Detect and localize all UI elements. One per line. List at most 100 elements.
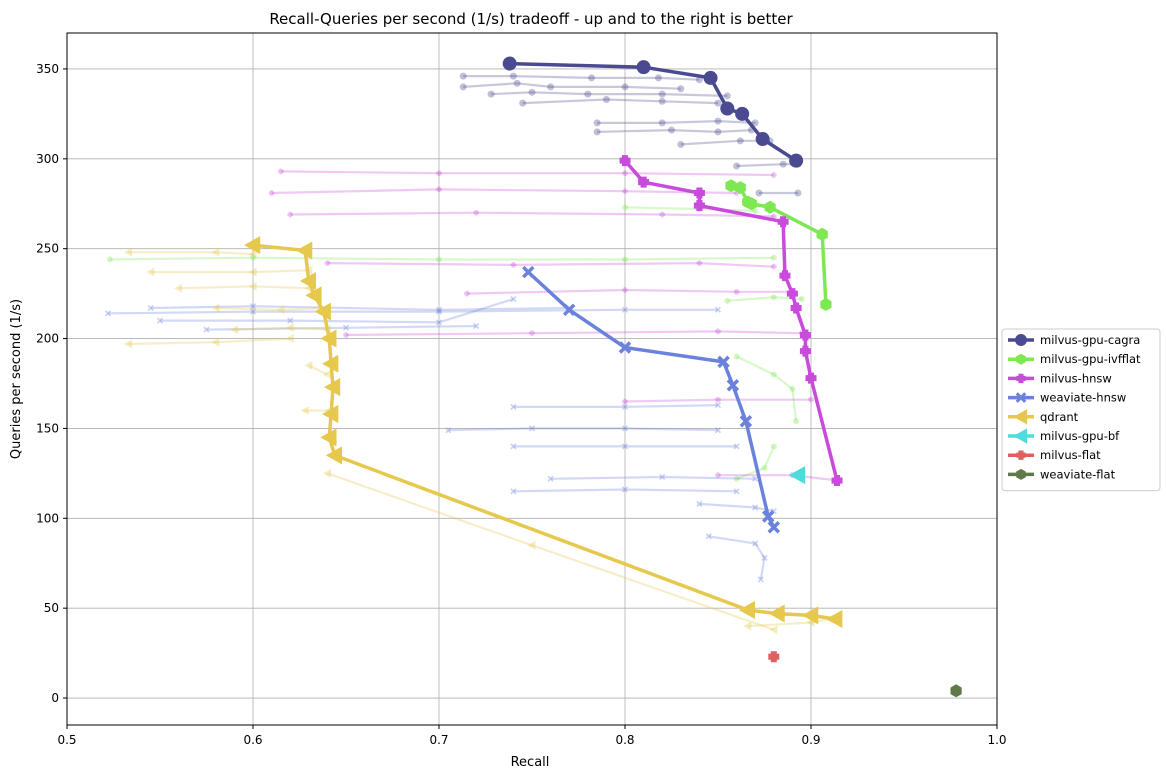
milvus-gpu-cagra-faded-point [654,74,662,82]
weaviate-hnsw-faded-point [714,401,722,409]
milvus-gpu-ivfflat-point [725,179,737,193]
milvus-hnsw-faded-line [624,398,811,403]
milvus-hnsw-point [799,345,811,357]
milvus-hnsw-faded-point [287,211,293,218]
weaviate-hnsw-faded-point [445,427,452,434]
weaviate-hnsw-point [761,510,775,523]
milvus-gpu-ivfflat-faded-point [250,254,256,261]
milvus-gpu-ivfflat-faded-point [771,371,777,378]
weaviate-hnsw-point [717,355,730,369]
milvus-gpu-cagra-faded-point [779,160,787,168]
y-tick-label: 0 [51,691,59,705]
milvus-hnsw-faded-point [771,213,777,220]
qdrant-point [244,236,261,255]
weaviate-hnsw-point [726,379,740,392]
grid-lines [66,33,998,725]
milvus-hnsw-faded-point [622,170,628,176]
milvus-gpu-ivfflat-faded-point [752,207,758,215]
qdrant-point [320,329,337,348]
weaviate-hnsw-faded-point [621,403,629,410]
milvus-gpu-ivfflat-point [820,297,832,311]
legend-entry: milvus-gpu-cagra [1040,333,1140,347]
plot-frame [66,32,998,726]
weaviate-hnsw-faded-point [752,504,759,511]
legend-swatch-marker [1016,353,1026,365]
qdrant-faded-line [215,306,328,311]
qdrant-point [322,405,339,424]
milvus-gpu-ivfflat-faded-point [771,443,777,450]
weaviate-hnsw-faded-point [621,306,629,313]
milvus-hnsw-faded-point [659,211,665,218]
qdrant-faded-point [285,323,294,333]
qdrant-faded-line [128,337,291,346]
qdrant-faded-point [300,405,309,415]
qdrant-faded-line [150,269,309,274]
weaviate-hnsw-faded-line [150,305,570,311]
weaviate-hnsw-faded-point [761,554,768,561]
qdrant-point [322,354,339,373]
milvus-gpu-ivfflat-point [764,200,776,214]
qdrant-faded-point [527,540,536,550]
milvus-gpu-ivfflat-faded-point [107,256,113,263]
qdrant-faded-point [211,337,220,347]
qdrant-faded-point [211,247,220,257]
y-tick-label: 200 [36,332,59,346]
milvus-hnsw-faded-point [473,209,479,216]
x-tick-label: 0.6 [243,733,262,747]
milvus-gpu-cagra-point [703,70,718,85]
milvus-hnsw-point [777,216,789,228]
weaviate-hnsw-faded-line [708,535,766,580]
x-axis-label: Recall [511,755,550,770]
milvus-gpu-cagra-faded-point [593,119,601,127]
weaviate-hnsw-faded-line [160,297,514,324]
weaviate-flat-point [950,684,962,698]
milvus-hnsw-point [693,200,705,212]
milvus-gpu-cagra-point [789,153,804,168]
milvus-gpu-cagra-faded-point [733,162,741,170]
qdrant-point [802,606,819,625]
milvus-hnsw-faded-line [466,288,793,295]
legend-swatch-marker [1016,468,1026,480]
weaviate-hnsw-faded-point [147,304,154,312]
weaviate-hnsw-faded-point [757,576,764,583]
milvus-gpu-ivfflat-faded-point [798,295,805,303]
legend-entry: weaviate-flat [1040,467,1116,481]
qdrant-faded-point [304,361,313,371]
qdrant-faded-point [211,303,220,313]
qdrant-faded-point [769,625,778,635]
milvus-hnsw-faded-point [715,472,721,478]
milvus-gpu-cagra-faded-point [547,83,555,91]
weaviate-hnsw-point [618,341,632,354]
weaviate-hnsw-faded-point [249,308,257,315]
milvus-hnsw-faded-point [771,172,777,178]
milvus-gpu-cagra-faded-point [751,119,759,127]
milvus-gpu-ivfflat-faded-line [736,445,775,480]
y-tick-label: 350 [36,62,59,76]
milvus-gpu-cagra-point [636,60,651,75]
weaviate-hnsw-point [522,265,535,279]
qdrant-faded-point [174,283,183,293]
legend-entry: milvus-hnsw [1040,371,1112,385]
weaviate-hnsw-faded-point [547,475,554,482]
milvus-hnsw-faded-point [715,396,721,403]
milvus-gpu-ivfflat-point [745,197,758,211]
legend-entry: qdrant [1040,410,1079,424]
weaviate-hnsw-faded-point [510,488,517,495]
milvus-gpu-cagra-faded-line [597,128,752,134]
milvus-hnsw-faded-point [436,186,442,193]
milvus-gpu-cagra-faded-point [755,189,763,197]
weaviate-hnsw-faded-point [510,443,517,450]
qdrant-faded-point [146,267,155,277]
milvus-gpu-ivfflat-point [734,181,746,195]
milvus-gpu-ivfflat-faded-point [789,385,796,393]
milvus-gpu-cagra-faded-point [528,88,536,96]
legend-entry: milvus-gpu-ivfflat [1040,352,1141,366]
milvus-hnsw-faded-line [271,188,737,195]
legend-box [1001,328,1161,492]
axis-ticks: 0.5 0.6 0.7 0.8 0.9 1.0 0 50 100 150 200 250 300 350 [36,62,1006,747]
weaviate-hnsw-faded-line [513,488,737,493]
milvus-hnsw-point [779,270,791,282]
milvus-gpu-ivfflat-faded-point [761,464,768,472]
milvus-hnsw-faded-line [280,170,774,177]
